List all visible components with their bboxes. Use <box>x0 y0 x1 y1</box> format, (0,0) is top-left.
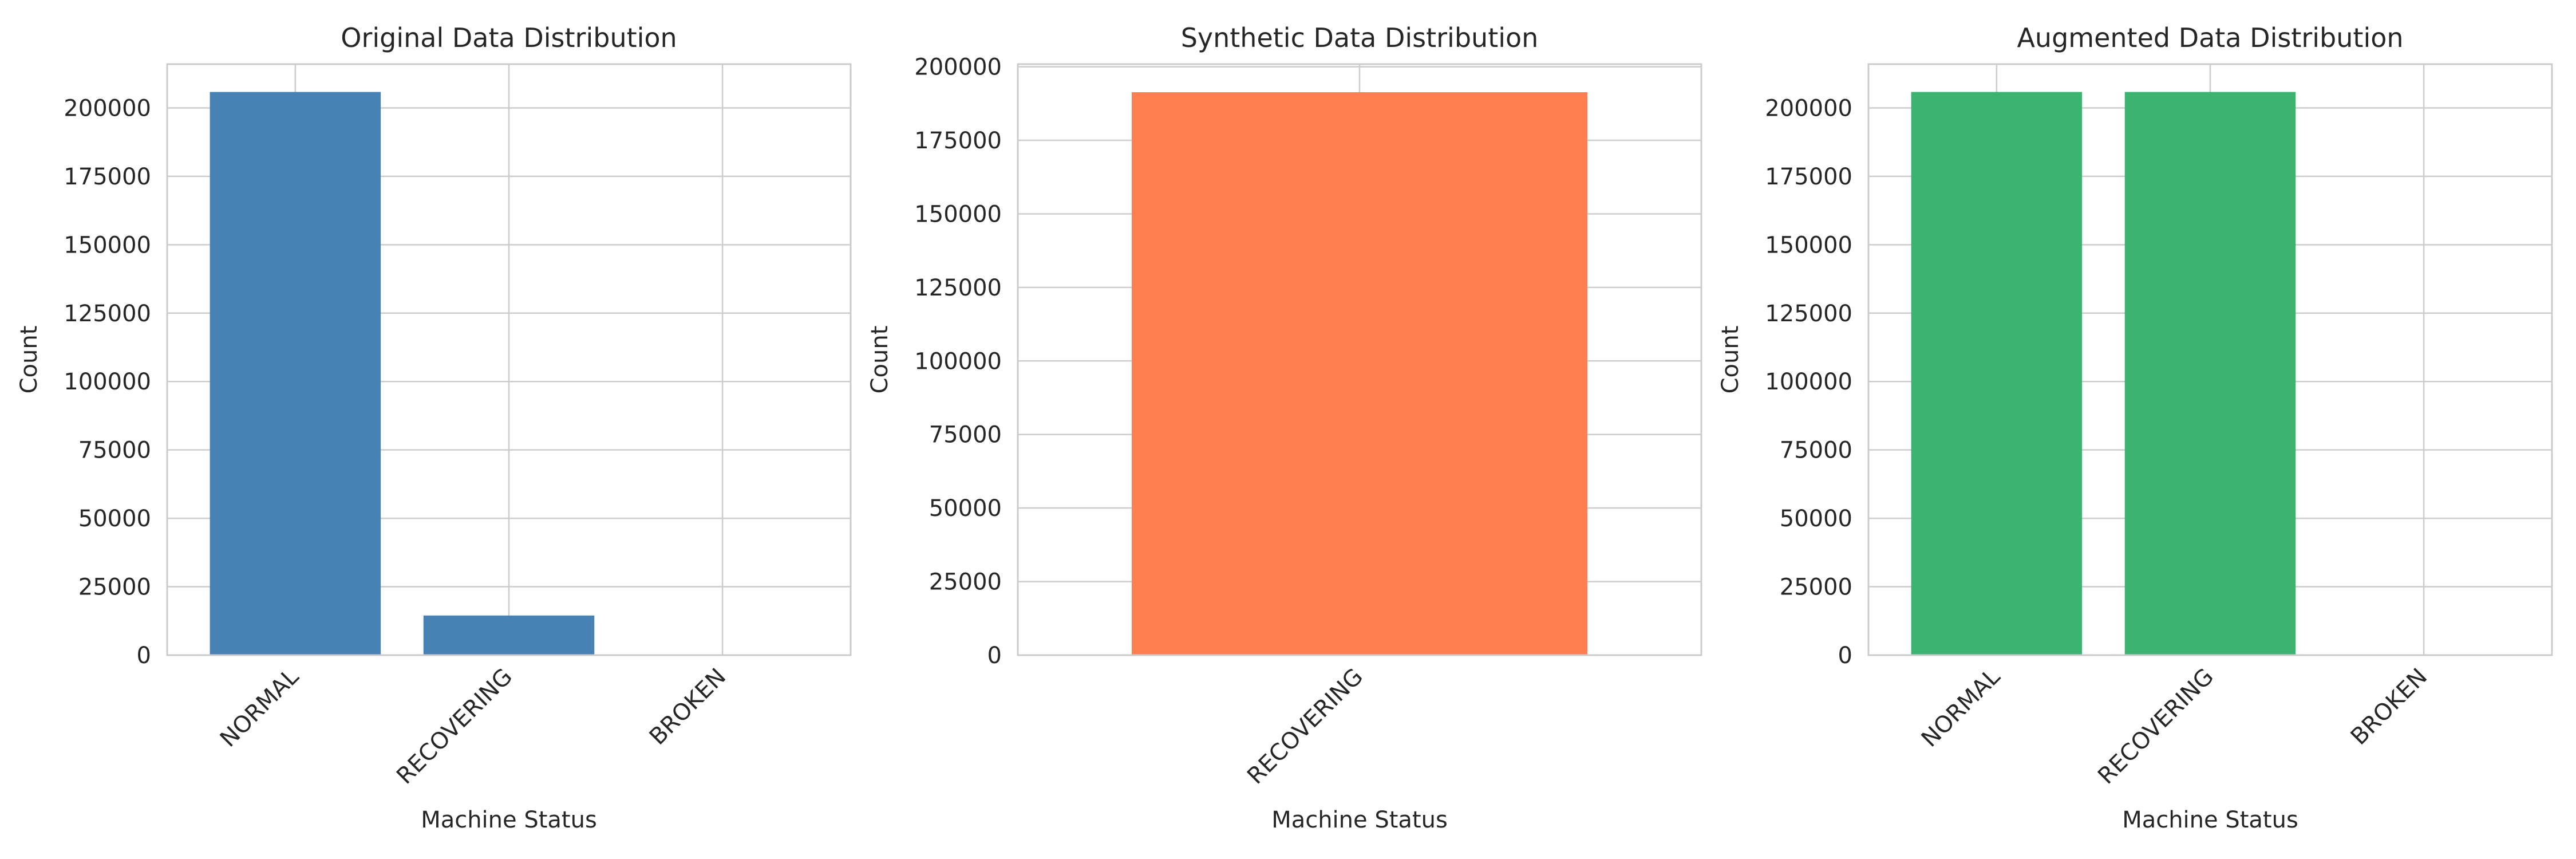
axes-frame <box>166 63 852 656</box>
y-tick-label: 25000 <box>929 569 1002 596</box>
y-tick-label: 150000 <box>914 201 1002 227</box>
x-tick-label-recovering: RECOVERING <box>392 664 517 790</box>
x-tick-label-normal: NORMAL <box>215 663 305 752</box>
y-tick-label: 25000 <box>1780 574 1852 601</box>
bar-normal <box>1911 92 2083 655</box>
chart-panel-1: 0 25000 50000 75000 100000 125000 150000 175000… <box>16 22 852 833</box>
x-tick-label-recovering: RECOVERING <box>1242 664 1368 790</box>
y-axis-label: Count <box>867 326 893 394</box>
chart-panel-3: 0 25000 50000 75000 100000 125000 150000 175000… <box>1717 22 2553 833</box>
bar-recovering <box>2124 92 2296 655</box>
y-tick-label: 100000 <box>64 369 151 395</box>
y-axis-label: Count <box>16 326 42 394</box>
x-tick-label-recovering: RECOVERING <box>2093 664 2219 790</box>
x-tick-label-broken: BROKEN <box>2346 664 2432 750</box>
y-tick-label: 125000 <box>1765 301 1852 327</box>
chart-title: Synthetic Data Distribution <box>1181 22 1539 53</box>
x-axis-label: Machine Status <box>1271 807 1448 833</box>
y-tick-label: 200000 <box>914 54 1002 81</box>
y-tick-label: 125000 <box>64 301 151 327</box>
y-tick-label: 25000 <box>78 574 151 601</box>
y-tick-label: 50000 <box>78 506 151 532</box>
chart-title: Original Data Distribution <box>341 22 677 53</box>
y-tick-label: 175000 <box>64 164 151 190</box>
x-axis-label: Machine Status <box>421 807 597 833</box>
y-tick-label: 200000 <box>1765 95 1852 121</box>
y-tick-label: 75000 <box>78 438 151 464</box>
y-tick-label: 200000 <box>64 95 151 121</box>
y-tick-label: 100000 <box>1765 369 1852 395</box>
y-tick-label: 175000 <box>1765 164 1852 190</box>
bar-normal <box>210 92 381 655</box>
y-tick-label: 100000 <box>914 348 1002 375</box>
y-tick-label: 175000 <box>914 128 1002 154</box>
x-tick-label-normal: NORMAL <box>1917 663 2006 752</box>
axes-frame <box>1867 63 2553 656</box>
bar-recovering <box>423 615 595 655</box>
chart-title: Augmented Data Distribution <box>2017 22 2403 53</box>
axes-frame <box>1017 63 1702 656</box>
y-tick-label: 50000 <box>1780 506 1852 532</box>
bar-recovering <box>1132 92 1587 656</box>
y-tick-label: 0 <box>1838 643 1852 669</box>
y-tick-label: 0 <box>137 643 151 669</box>
x-axis-label: Machine Status <box>2122 807 2298 833</box>
y-tick-label: 75000 <box>929 422 1002 448</box>
y-tick-label: 150000 <box>64 232 151 258</box>
x-tick-label-broken: BROKEN <box>645 664 731 750</box>
y-tick-label: 50000 <box>929 495 1002 522</box>
y-tick-label: 75000 <box>1780 438 1852 464</box>
chart-panel-2: 0 25000 50000 75000 100000 125000 150000 175000… <box>867 22 1702 833</box>
y-axis-label: Count <box>1717 326 1744 394</box>
y-tick-label: 125000 <box>914 275 1002 301</box>
y-tick-label: 150000 <box>1765 232 1852 258</box>
y-tick-label: 0 <box>987 643 1002 669</box>
